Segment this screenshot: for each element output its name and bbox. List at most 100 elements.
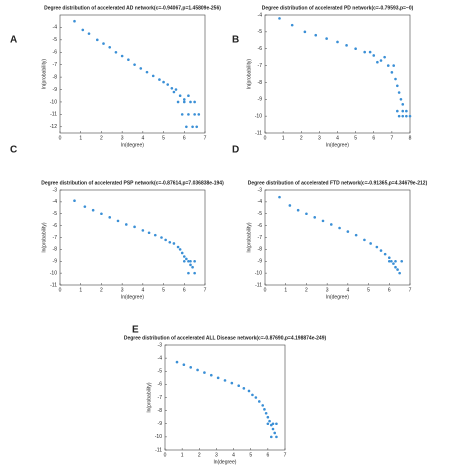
y-axis-label: ln(probability) (146, 382, 152, 412)
y-tick-label: -7 (53, 235, 58, 241)
point (108, 216, 112, 219)
point (275, 435, 278, 439)
plot-frame (264, 189, 411, 286)
point (223, 379, 227, 382)
point (303, 30, 307, 34)
x-tick-label: 7 (409, 287, 412, 293)
y-tick-label: -10 (255, 270, 262, 276)
y-tick-label: -8 (53, 74, 58, 80)
point (191, 125, 194, 129)
point (405, 114, 408, 118)
point (379, 59, 383, 62)
y-tick-label: -4 (53, 199, 58, 205)
y-tick-label: -8 (258, 80, 263, 86)
point (164, 238, 167, 242)
point (263, 408, 266, 411)
point (261, 404, 265, 407)
point (383, 252, 387, 256)
point (247, 389, 251, 393)
point (392, 64, 395, 67)
y-tick-label: -11 (255, 282, 262, 288)
point (345, 44, 348, 47)
x-tick-label: 5 (162, 287, 165, 293)
point (408, 114, 412, 118)
x-tick-label: 3 (121, 135, 124, 141)
point (336, 40, 339, 44)
y-tick-label: -3 (158, 342, 163, 348)
point (147, 231, 151, 235)
y-tick-label: -3 (53, 187, 58, 193)
point (193, 271, 196, 275)
x-tick-label: 6 (266, 452, 269, 458)
point (73, 19, 76, 23)
y-tick-label: -9 (258, 259, 263, 265)
point (314, 33, 318, 37)
y-tick-label: -8 (258, 247, 263, 253)
x-tick-label: 3 (215, 452, 218, 458)
y-tick-label: -6 (258, 46, 263, 52)
point (401, 109, 405, 113)
point (185, 257, 188, 261)
point (254, 396, 258, 399)
x-tick-label: 0 (59, 287, 62, 293)
y-tick-label: -5 (258, 211, 263, 217)
point (160, 236, 163, 239)
y-tick-label: -11 (50, 112, 57, 118)
point (166, 83, 170, 86)
chart-title: Degree distribution of accelerated AD ne… (44, 5, 221, 11)
y-tick-label: -10 (50, 99, 57, 105)
point (102, 42, 105, 45)
point (392, 262, 395, 265)
point (338, 226, 341, 230)
x-tick-label: 6 (183, 287, 186, 293)
point (124, 223, 128, 226)
point (209, 373, 213, 377)
point (405, 109, 408, 113)
x-tick-label: 3 (121, 287, 124, 293)
point (174, 88, 178, 91)
point (269, 435, 273, 439)
point (189, 366, 193, 369)
point (187, 259, 190, 263)
y-tick-label: -8 (158, 408, 163, 414)
y-axis-label: ln(probability) (41, 222, 47, 252)
point (182, 259, 186, 263)
point (182, 100, 186, 104)
x-tick-label: 7 (204, 135, 207, 141)
point (390, 259, 393, 263)
y-tick-label: -6 (158, 382, 163, 388)
x-axis-label: ln(degree) (326, 294, 349, 300)
point (127, 58, 130, 62)
point (187, 113, 190, 116)
chart-title: Degree distribution of accelerated PSP n… (41, 180, 224, 186)
x-tick-label: 1 (79, 287, 82, 293)
x-tick-label: 0 (264, 135, 267, 141)
chart-title: Degree distribution of accelerated ALL D… (124, 335, 327, 341)
x-tick-label: 4 (336, 135, 339, 141)
y-tick-label: -6 (53, 223, 58, 229)
point (321, 219, 325, 223)
y-tick-label: -12 (50, 124, 57, 130)
x-tick-label: 4 (141, 135, 144, 141)
y-tick-label: -4 (258, 199, 263, 205)
plot-frame (59, 189, 206, 286)
point (237, 384, 241, 387)
point (87, 32, 91, 35)
point (189, 259, 192, 263)
point (172, 90, 176, 94)
point (139, 67, 143, 70)
point (346, 230, 350, 233)
point (193, 100, 196, 104)
point (268, 419, 271, 423)
panel-label: D (232, 145, 239, 156)
point (264, 411, 268, 415)
y-axis-label: ln(probability) (41, 59, 47, 89)
y-tick-label: -5 (158, 369, 163, 375)
point (91, 208, 95, 212)
point (401, 103, 405, 106)
point (176, 245, 180, 249)
point (394, 77, 397, 81)
panel-label: B (232, 35, 239, 46)
y-tick-label: -6 (258, 223, 263, 229)
